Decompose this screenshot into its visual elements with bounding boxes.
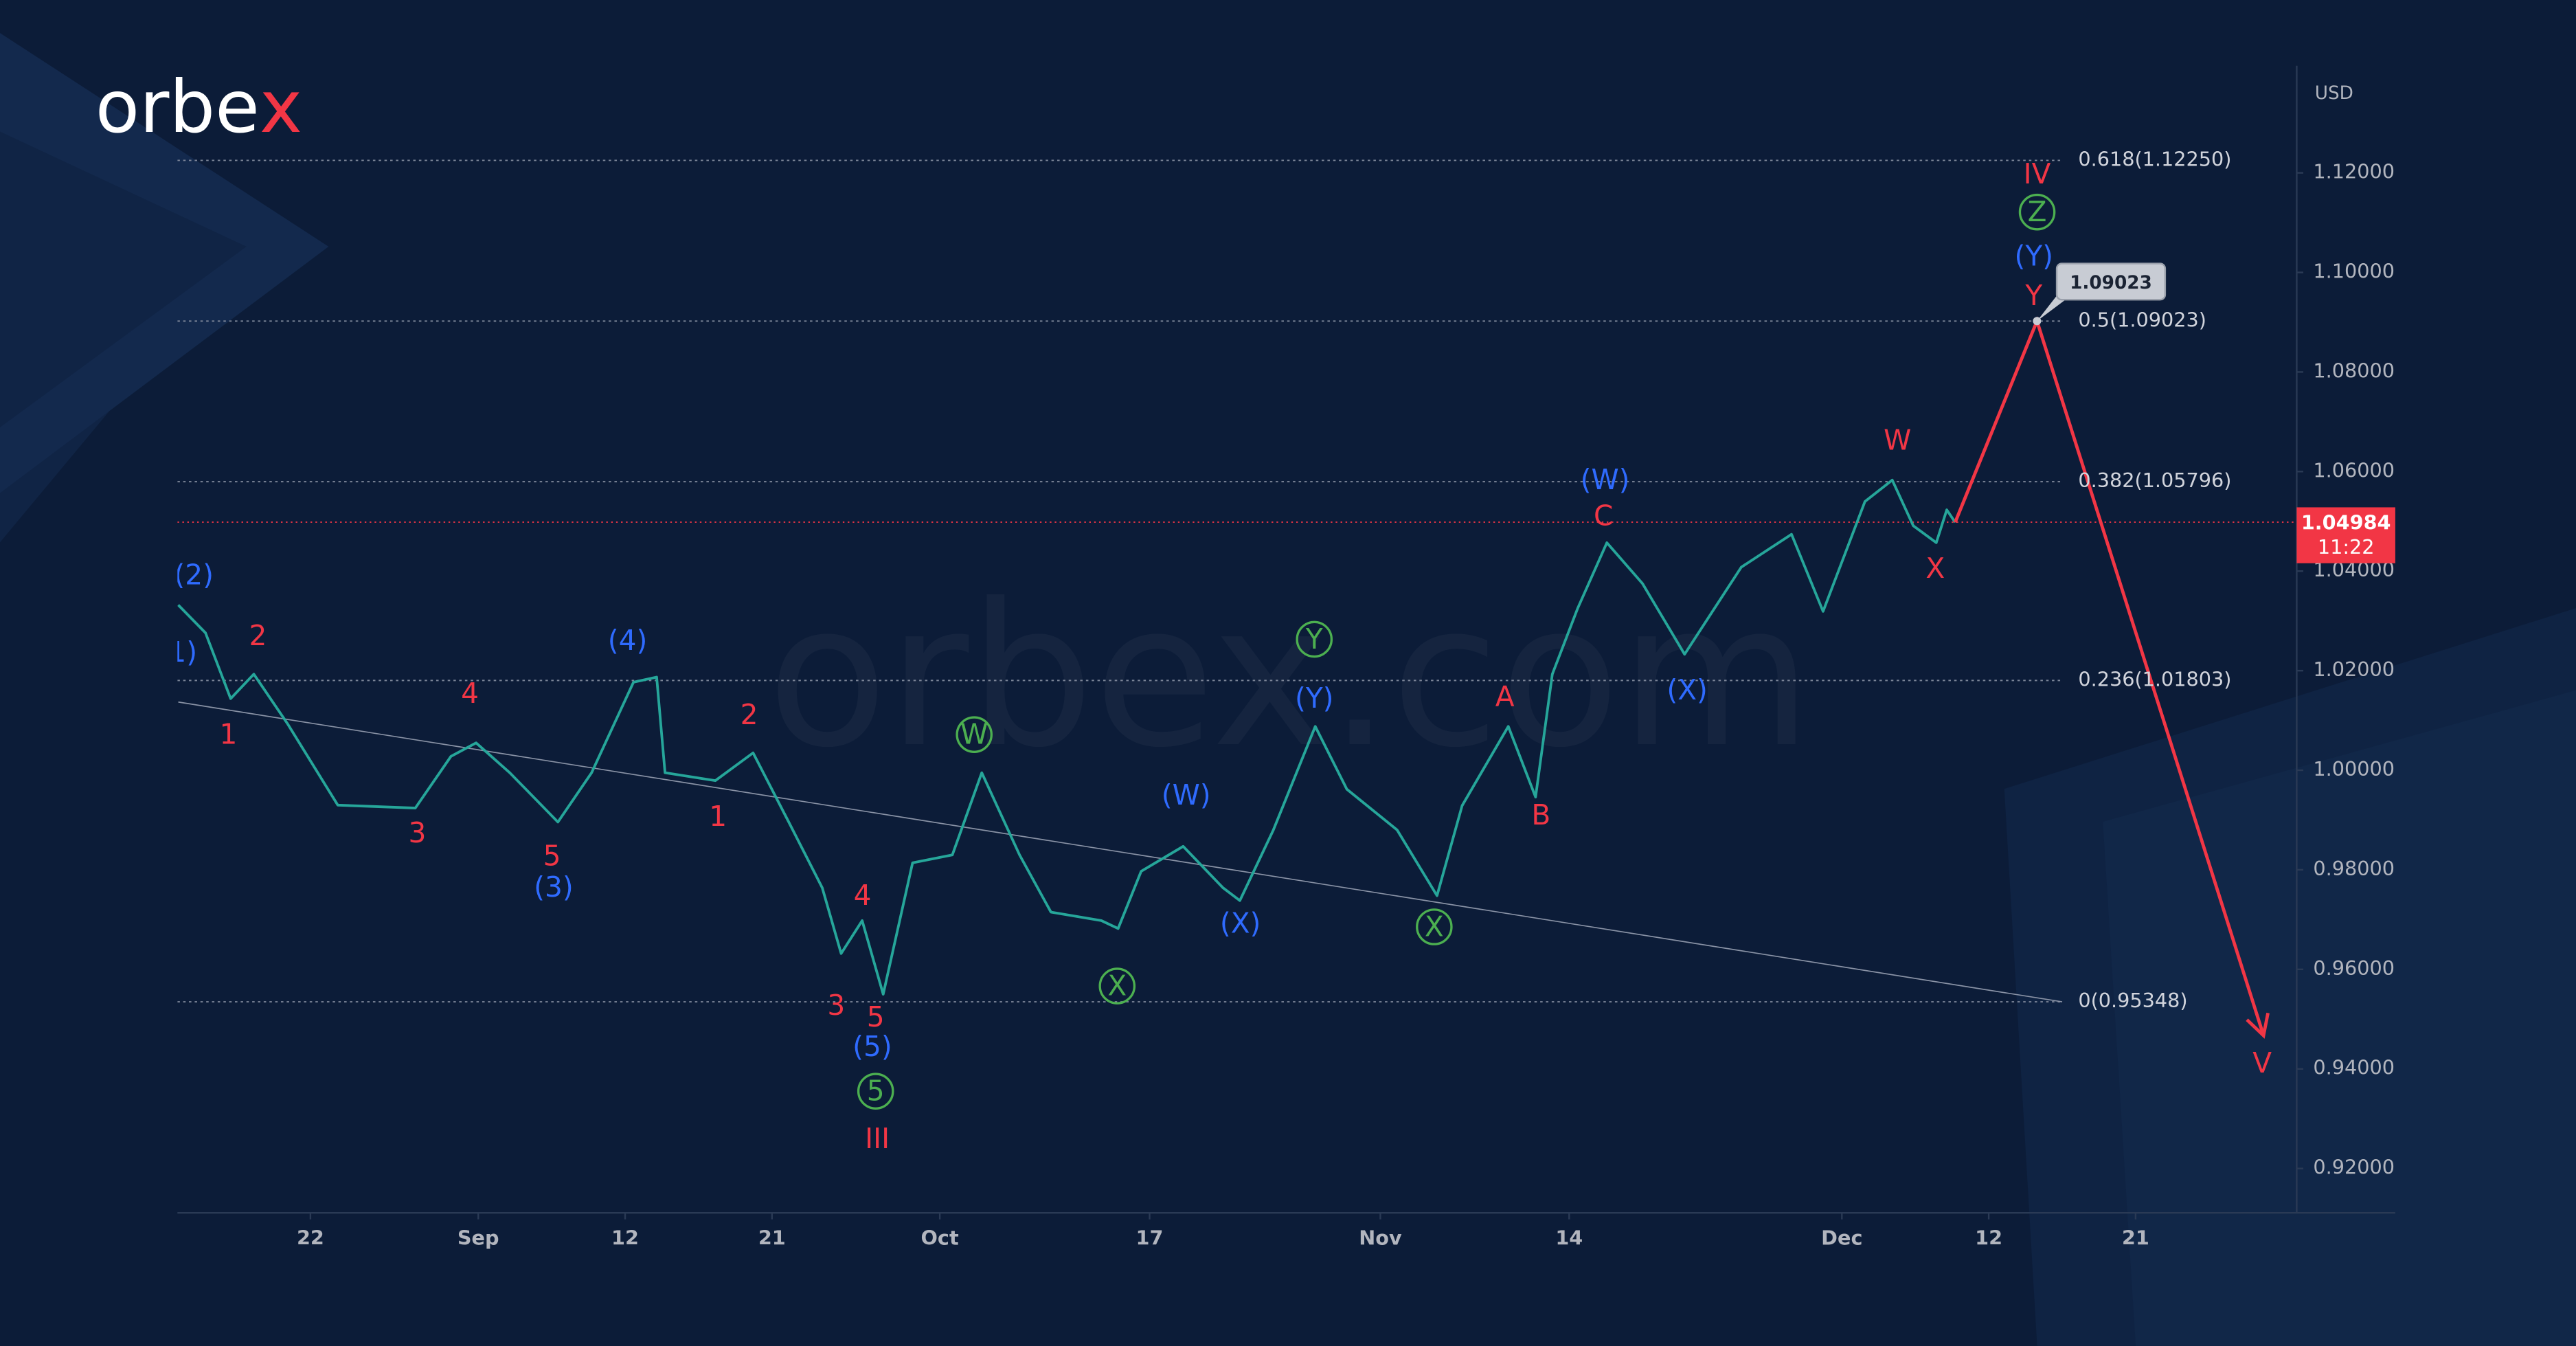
wave-label: (5) [852,1030,892,1063]
wave-label: (1) [158,636,198,669]
wave-circle [2018,193,2056,231]
overlay: 1.09023 1 2 3 4 5 1 2 3 4 5 III A B C W X Y IV V (3) (4) (5) (W… [220,157,2272,1155]
wave-label: (W) [1581,463,1630,496]
wave-label: A [1495,680,1515,713]
wave-label: 1 [709,800,727,833]
wave-label: 5 [867,1000,885,1033]
callout-label: 1.09023 [2070,273,2152,293]
logo: orbex [95,65,302,149]
y-tick-label: 1.02000 [2313,658,2395,681]
x-tick-label: Oct [921,1226,959,1249]
logo-accent: x [260,65,302,149]
wave-circle [1416,908,1453,945]
wave-label: 4 [854,879,872,912]
y-tick-label: 0.94000 [2313,1056,2395,1079]
arrow-head [2246,1012,2270,1039]
wave-label: 3 [827,989,845,1022]
decor [0,32,329,493]
price-tag-countdown: 11:22 [2318,535,2375,559]
wave-label: B [1531,798,1550,831]
wave-label: 5 [543,840,561,873]
wave-label: 4 [461,677,479,710]
x-tick-label: 21 [2122,1226,2149,1249]
y-tick-label: 1.06000 [2313,458,2395,482]
wave-circle [1098,967,1136,1005]
wave-label: (Y) [2015,240,2054,273]
y-tick-label: 0.98000 [2313,857,2395,880]
wave-label: (4) [608,624,648,657]
price-tag-value: 1.04984 [2301,511,2391,534]
fib-label: 0.618(1.12250) [2078,147,2231,170]
logo-text: orbe [95,65,260,149]
x-tick-label: Nov [1359,1226,1402,1249]
x-tick-label: 12 [1975,1226,2002,1249]
wave-label: 2 [741,698,758,731]
wave-label: (X) [1220,907,1261,940]
wave-label: 5 [867,1075,885,1108]
wave-label: Y [2024,279,2042,312]
wave-label: X [1425,910,1444,943]
x-tick-label: 17 [1136,1226,1164,1249]
wave-label: W [960,718,988,751]
wave-label: (2) [174,559,214,592]
decor [2103,690,2576,1346]
y-tick-label: 1.10000 [2313,259,2395,282]
watermark: orbex.com [767,561,1812,791]
wave-label: X [1107,969,1127,1002]
y-tick-label: 1.08000 [2313,359,2395,382]
wave-label: W [1884,423,1911,456]
wave-label: Z [2028,195,2047,228]
wave-label: 1 [220,718,238,751]
wave-label: X [1925,552,1945,585]
wave-label: (X) [1667,673,1708,706]
wave-circle [956,716,993,753]
wave-label: 2 [249,619,267,652]
x-tick-label: 22 [297,1226,324,1249]
wave-label: V [2252,1046,2272,1079]
wave-label: Y [1305,622,1323,655]
x-tick-label: 14 [1555,1226,1583,1249]
fib-label: 0.5(1.09023) [2078,308,2206,331]
y-tick-label: 1.12000 [2313,160,2395,183]
x-tick-label: 12 [611,1226,639,1249]
y-tick-label: 0.92000 [2313,1156,2395,1179]
wave-label: 3 [409,816,427,849]
callout-box [2055,262,2167,301]
y-tick-label: 0.96000 [2313,956,2395,980]
price-tag [2296,507,2395,563]
fib-label: 0.236(1.01803) [2078,667,2231,691]
wave-label: C [1594,499,1613,532]
fib-label: 0.382(1.05796) [2078,469,2231,492]
x-tick-label: Sep [457,1226,499,1249]
wave-circle [1296,620,1333,658]
wave-label: (Y) [1295,682,1334,715]
x-tick-label: 21 [758,1226,786,1249]
y-tick-label: 1.00000 [2313,757,2395,781]
wave-label: (3) [534,871,574,904]
wave-circle [857,1073,894,1110]
trendline [178,701,2063,1002]
price-line [177,478,1956,996]
currency: USD [2315,83,2353,104]
wave-label: (W) [1162,778,1211,811]
plot: (2) (1) [158,159,2297,1003]
wave-label: III [865,1122,890,1155]
fib-label: 0(0.95348) [2078,989,2187,1012]
wave-label: IV [2024,157,2051,190]
x-tick-label: Dec [1821,1226,1862,1249]
